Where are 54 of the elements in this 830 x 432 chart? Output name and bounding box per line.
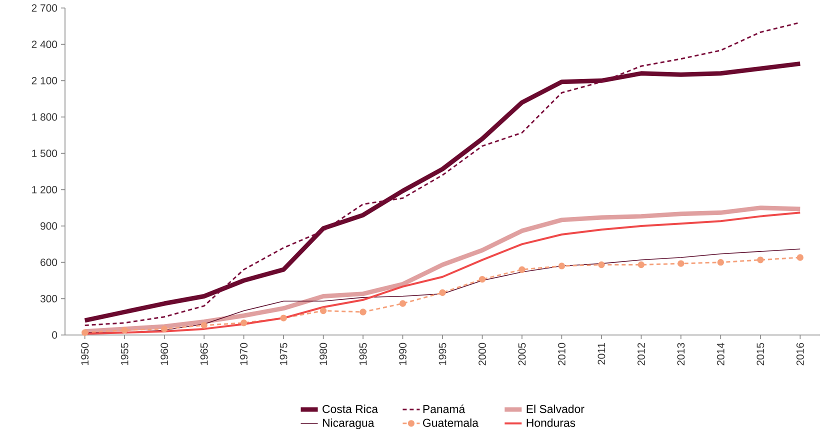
point xyxy=(717,258,724,266)
x-tick-label: 1980 xyxy=(320,342,328,365)
x-tick-label: 1960 xyxy=(160,342,168,365)
point xyxy=(82,329,88,336)
x-tick-label: 1970 xyxy=(240,342,248,365)
y-tick-label: 0 xyxy=(52,331,58,339)
x-tick-label: 2011 xyxy=(598,342,606,364)
point xyxy=(638,261,645,268)
x-tick-label: 1990 xyxy=(399,342,406,365)
x-tick-label: 2013 xyxy=(677,342,685,366)
legend-label: Panamá xyxy=(423,404,466,413)
point xyxy=(518,266,526,273)
x-tick-label: 2016 xyxy=(796,342,804,366)
x-tick-label: 2012 xyxy=(638,342,645,366)
point xyxy=(200,322,208,329)
point xyxy=(360,308,366,316)
y-tick-label: 1 200 xyxy=(32,186,58,194)
x-tick-label: 1965 xyxy=(200,342,208,365)
point xyxy=(240,319,248,326)
legend-label: El Salvador xyxy=(526,404,584,413)
legend-label: Nicaragua xyxy=(322,418,374,430)
point xyxy=(598,261,605,268)
point xyxy=(439,289,446,296)
point xyxy=(796,254,804,261)
point xyxy=(320,307,327,314)
x-tick-label: 2000 xyxy=(478,342,486,366)
legend-label: Guatemala xyxy=(423,418,478,427)
x-tick-label: 2015 xyxy=(756,342,764,366)
point xyxy=(121,326,128,334)
legend-label: Costa Rica xyxy=(322,404,378,413)
point xyxy=(280,314,287,322)
y-tick-label: 2 400 xyxy=(32,40,58,48)
x-tick-label: 1975 xyxy=(280,342,288,365)
x-tick-label: 2010 xyxy=(558,342,566,366)
point xyxy=(161,325,168,332)
y-tick-label: 1 800 xyxy=(32,113,58,121)
x-tick-label: 1985 xyxy=(359,342,367,365)
x-tick-label: 1950 xyxy=(81,342,89,365)
x-tick-label: 2005 xyxy=(518,342,526,366)
y-tick-label: 2 100 xyxy=(32,76,58,84)
point xyxy=(478,276,486,282)
y-tick-label: 600 xyxy=(40,258,58,266)
x-tick-label: 1955 xyxy=(120,342,128,365)
point xyxy=(558,262,566,270)
point xyxy=(757,256,764,264)
y-tick-label: 2 700 xyxy=(32,4,58,12)
y-tick-label: 1 500 xyxy=(32,149,58,157)
y-tick-label: 900 xyxy=(40,222,58,230)
point xyxy=(678,260,684,267)
x-tick-label: 2014 xyxy=(716,342,724,366)
legend-label: Honduras xyxy=(526,418,576,427)
x-tick-label: 1995 xyxy=(438,342,446,365)
y-tick-label: 300 xyxy=(40,294,58,302)
point xyxy=(399,300,406,307)
